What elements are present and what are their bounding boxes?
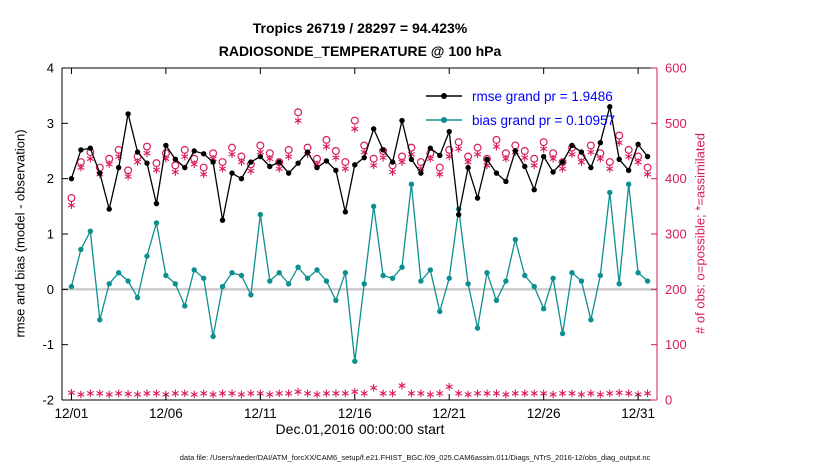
- svg-text:12/11: 12/11: [244, 406, 277, 421]
- svg-text:12/06: 12/06: [149, 406, 183, 421]
- svg-text:4: 4: [47, 61, 54, 76]
- svg-text:0: 0: [665, 393, 672, 408]
- svg-text:100: 100: [665, 337, 687, 352]
- legend-label-rmse: rmse grand pr = 1.9486: [472, 88, 613, 104]
- rmse-line-swatch: [426, 93, 462, 99]
- svg-text:12/01: 12/01: [55, 406, 89, 421]
- legend-item-rmse: rmse grand pr = 1.9486: [424, 85, 615, 107]
- svg-text:3: 3: [47, 116, 54, 131]
- svg-text:2: 2: [47, 171, 54, 186]
- x-axis-label: Dec.01,2016 00:00:00 start: [275, 421, 445, 437]
- svg-text:0: 0: [47, 282, 54, 297]
- legend-label-bias: bias grand pr = 0.10957: [472, 112, 615, 128]
- svg-text:200: 200: [665, 282, 687, 297]
- data-file-caption: data file: /Users/raeder/DAI/ATM_forcXX/…: [179, 453, 651, 462]
- legend-item-bias: bias grand pr = 0.10957: [424, 109, 615, 131]
- x-axis-ticks: 12/01 12/06 12/11 12/16 12/21 12/26 12/31: [55, 68, 655, 421]
- svg-text:-1: -1: [42, 337, 54, 352]
- legend: rmse grand pr = 1.9486 bias grand pr = 0…: [424, 85, 615, 131]
- left-axis-label: rmse and bias (model - observation): [12, 129, 28, 338]
- svg-text:12/26: 12/26: [527, 406, 561, 421]
- bias-line-swatch: [426, 117, 462, 123]
- svg-text:1: 1: [47, 227, 54, 242]
- svg-text:400: 400: [665, 171, 687, 186]
- right-axis-ticks: 0 100 200 300 400 500 600: [651, 61, 687, 408]
- chart-title-line2: RADIOSONDE_TEMPERATURE @ 100 hPa: [218, 43, 502, 59]
- right-axis-label: # of obs: o=possible; *=assimilated: [692, 133, 708, 334]
- svg-text:600: 600: [665, 61, 687, 76]
- series-rmse: [68, 104, 651, 223]
- svg-text:500: 500: [665, 116, 687, 131]
- svg-text:12/31: 12/31: [621, 406, 655, 421]
- svg-text:-2: -2: [42, 393, 54, 408]
- svg-text:300: 300: [665, 227, 687, 242]
- series-rejected_obs: [67, 381, 652, 399]
- svg-text:12/21: 12/21: [432, 406, 466, 421]
- left-axis-ticks: -2 -1 0 1 2 3 4: [42, 61, 68, 408]
- chart-title-line1: Tropics 26719 / 28297 = 94.423%: [252, 20, 468, 36]
- series-bias: [68, 181, 651, 364]
- svg-text:12/16: 12/16: [338, 406, 372, 421]
